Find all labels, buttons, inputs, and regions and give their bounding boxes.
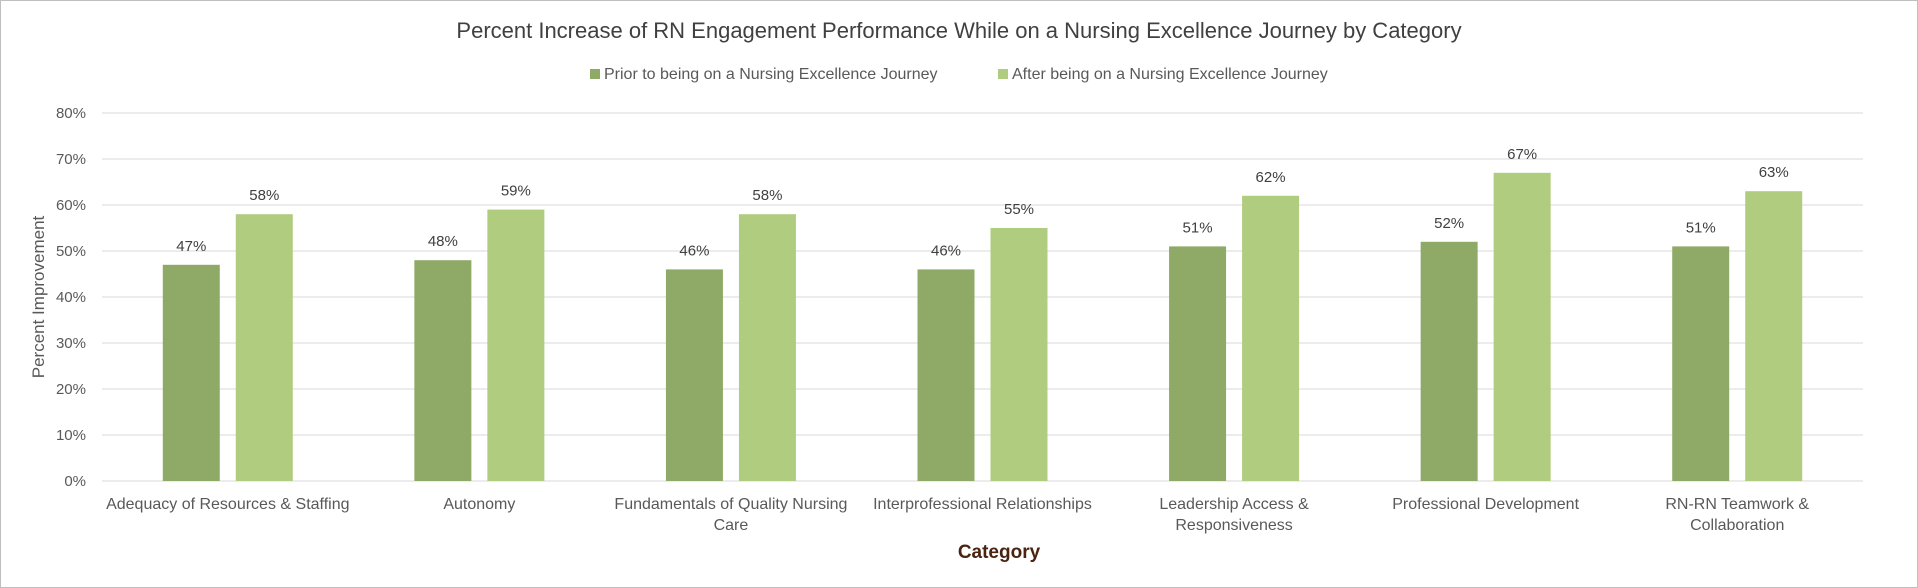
data-label: 59% <box>501 183 531 200</box>
data-label: 63% <box>1759 164 1789 181</box>
data-label: 46% <box>931 242 961 259</box>
bar-prior <box>1672 246 1730 481</box>
y-tick-label: 10% <box>56 427 86 444</box>
data-labels: 47% 58% 48% 59% 46% 58% 46% 55% 51% 62% 52% 67% 51% 6… <box>176 146 1788 260</box>
data-label: 52% <box>1434 215 1464 232</box>
data-label: 51% <box>1183 219 1213 236</box>
x-tick-label: Adequacy of Resources & Staffing <box>106 496 349 513</box>
x-axis-title: Category <box>958 542 1041 563</box>
y-tick-label: 0% <box>64 473 86 490</box>
x-tick-label: Autonomy <box>443 496 515 513</box>
y-tick-label: 30% <box>56 335 86 352</box>
data-label: 62% <box>1256 169 1286 186</box>
y-tick-label: 80% <box>56 105 86 122</box>
data-label: 55% <box>1004 201 1034 218</box>
legend-swatch-prior <box>590 69 600 79</box>
bar-after <box>1745 191 1803 481</box>
data-label: 58% <box>249 187 279 204</box>
bar-after <box>990 228 1048 481</box>
data-label: 51% <box>1686 219 1716 236</box>
legend-label-after: After being on a Nursing Excellence Jour… <box>1012 66 1328 83</box>
bar-after <box>235 214 293 481</box>
x-axis-categories: Adequacy of Resources & Staffing Autonomy… <box>106 496 1809 534</box>
data-label: 67% <box>1507 146 1537 163</box>
y-tick-label: 70% <box>56 151 86 168</box>
bars <box>162 172 1803 482</box>
gridlines <box>102 112 1863 482</box>
data-label: 46% <box>679 242 709 259</box>
chart-title: Percent Increase of RN Engagement Perfor… <box>456 18 1461 43</box>
x-tick-label: RN-RN Teamwork & Collaboration <box>1665 496 1809 534</box>
bar-prior <box>1420 241 1478 481</box>
bar-prior <box>917 269 975 481</box>
bar-prior <box>414 260 472 481</box>
y-tick-label: 40% <box>56 289 86 306</box>
bar-after <box>738 214 796 481</box>
data-label: 48% <box>428 233 458 250</box>
bar-after <box>487 209 545 481</box>
y-tick-label: 60% <box>56 197 86 214</box>
x-tick-label: Leadership Access & Responsiveness <box>1159 496 1309 534</box>
bar-prior <box>162 264 220 481</box>
x-tick-label: Interprofessional Relationships <box>873 496 1092 513</box>
bar-after <box>1493 172 1551 482</box>
x-tick-label: Professional Development <box>1392 496 1579 513</box>
y-axis-ticks: 0% 10% 20% 30% 40% 50% 60% 70% 80% <box>56 105 86 490</box>
y-axis-title: Percent Improvement <box>29 215 48 378</box>
bar-prior <box>665 269 723 481</box>
legend: Prior to being on a Nursing Excellence J… <box>590 66 1328 83</box>
bar-prior <box>1169 246 1227 481</box>
x-tick-label: Fundamentals of Quality Nursing Care <box>614 496 847 534</box>
data-label: 47% <box>176 238 206 255</box>
data-label: 58% <box>752 187 782 204</box>
y-tick-label: 50% <box>56 243 86 260</box>
legend-swatch-after <box>998 69 1008 79</box>
legend-label-prior: Prior to being on a Nursing Excellence J… <box>604 66 938 83</box>
y-tick-label: 20% <box>56 381 86 398</box>
bar-after <box>1242 195 1300 482</box>
